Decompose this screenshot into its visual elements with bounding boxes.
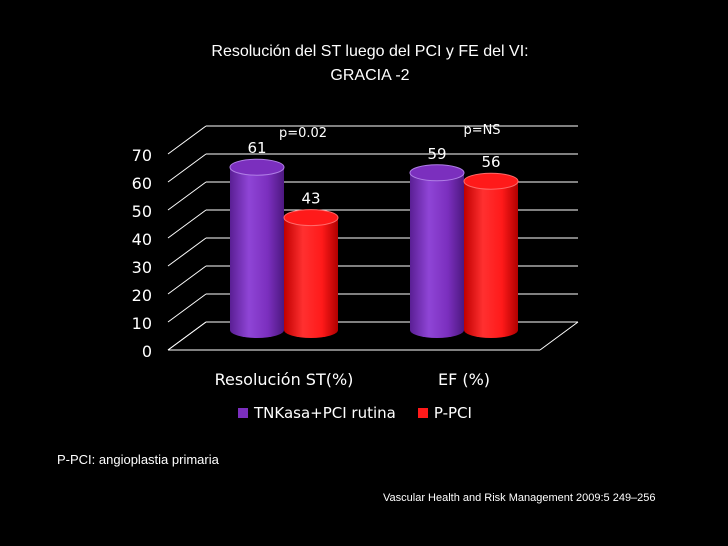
y-tick-label: 0	[142, 342, 152, 361]
bar-ppci-0	[283, 209, 339, 338]
x-category-label: Resolución ST(%)	[215, 370, 354, 389]
p-value-annotation: p=0.02	[279, 126, 327, 141]
value-label: 43	[301, 190, 320, 208]
y-tick-label: 50	[132, 202, 152, 221]
legend-item-tnkasa: TNKasa+PCI rutina	[238, 404, 396, 422]
y-tick-label: 70	[132, 146, 152, 165]
chart-title-line-1: Resolución del ST luego del PCI y FE del…	[211, 43, 529, 60]
bar-chart: 0 10 20 30 40 50 60 70 61 43 59 56 p=0.02 p=NS Reso…	[132, 123, 579, 389]
gridline-depth	[167, 293, 207, 323]
y-tick-label: 30	[132, 258, 152, 277]
y-tick-label: 40	[132, 230, 152, 249]
floor-right-edge	[539, 321, 579, 351]
bar-ppci-1	[463, 172, 519, 338]
y-tick-label: 60	[132, 174, 152, 193]
gridline-depth	[167, 209, 207, 239]
legend-swatch-tnkasa	[238, 408, 248, 418]
legend-item-ppci: P-PCI	[417, 404, 472, 422]
bar-tnkasa-1	[409, 164, 465, 338]
bar-tnkasa-0	[229, 158, 285, 338]
gridline-depth	[167, 125, 207, 155]
y-tick-label: 20	[132, 286, 152, 305]
chart-title-line-2: GRACIA -2	[330, 67, 410, 84]
legend-label-tnkasa: TNKasa+PCI rutina	[254, 404, 396, 422]
legend-label-ppci: P-PCI	[433, 404, 472, 422]
value-label: 61	[247, 139, 266, 157]
x-category-label: EF (%)	[438, 370, 490, 389]
gridline-depth	[167, 265, 207, 295]
legend-swatch-ppci	[417, 408, 428, 418]
gridline-depth	[167, 153, 207, 183]
value-label: 56	[481, 153, 500, 171]
legend: TNKasa+PCI rutina P-PCI	[238, 404, 494, 422]
gridline-depth	[167, 321, 207, 351]
gridline-depth	[167, 237, 207, 267]
y-tick-label: 10	[132, 314, 152, 333]
p-value-annotation: p=NS	[463, 123, 500, 138]
value-label: 59	[427, 145, 446, 163]
gridline-depth	[167, 181, 207, 211]
footnote: P-PCI: angioplastia primaria	[57, 452, 219, 467]
source-citation: Vascular Health and Risk Management 2009…	[383, 492, 656, 504]
